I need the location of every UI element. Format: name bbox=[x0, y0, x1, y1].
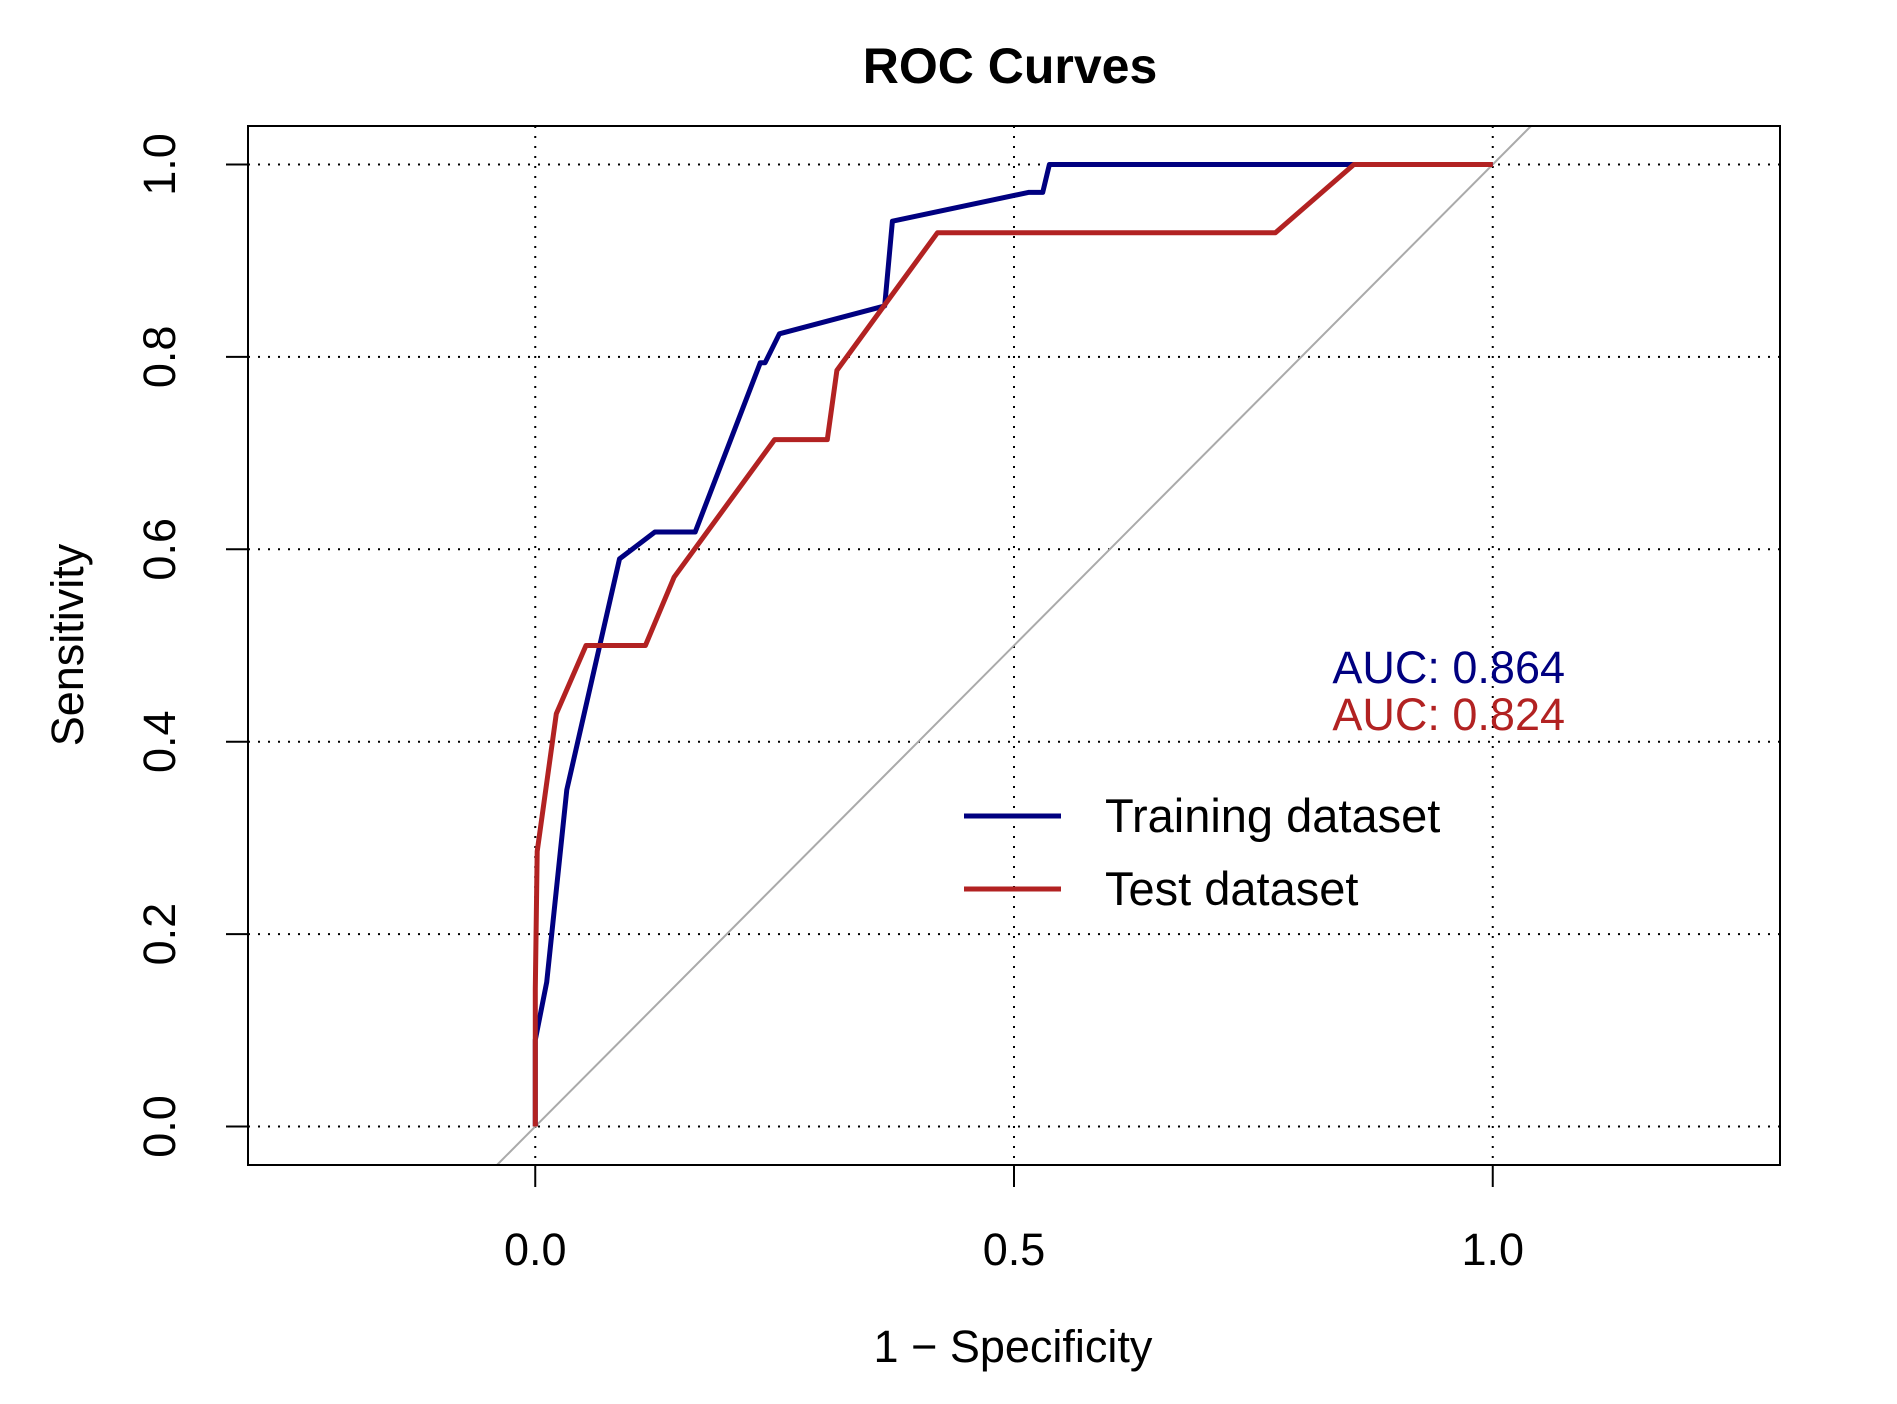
y-tick-label-0: 0.0 bbox=[134, 1095, 185, 1158]
auc-label-1: AUC: 0.824 bbox=[1332, 689, 1565, 740]
diagonal-reference bbox=[496, 125, 1532, 1166]
x-axis-label: 1 − Specificity bbox=[874, 1321, 1153, 1372]
series-group bbox=[532, 162, 1493, 1127]
x-tick-label-2: 1.0 bbox=[1461, 1224, 1524, 1275]
y-axis: 0.0 0.2 0.4 0.6 0.8 1.0 bbox=[134, 133, 249, 1158]
x-tick-label-1: 0.5 bbox=[983, 1224, 1046, 1275]
legend-label-1: Test dataset bbox=[1105, 862, 1358, 915]
y-tick-label-2: 0.4 bbox=[134, 710, 185, 773]
chart-title: ROC Curves bbox=[863, 38, 1158, 94]
y-tick-label-3: 0.6 bbox=[134, 518, 185, 581]
reference-line bbox=[496, 125, 1532, 1166]
legend-label-0: Training dataset bbox=[1105, 789, 1440, 842]
legend: Training dataset Test dataset bbox=[964, 789, 1440, 915]
y-tick-label-5: 1.0 bbox=[134, 133, 185, 196]
series-line-0 bbox=[532, 162, 1493, 1127]
y-tick-label-1: 0.2 bbox=[134, 903, 185, 966]
y-tick-label-4: 0.8 bbox=[134, 326, 185, 389]
y-axis-label: Sensitivity bbox=[42, 543, 93, 746]
x-tick-label-0: 0.0 bbox=[504, 1224, 567, 1275]
auc-label-0: AUC: 0.864 bbox=[1332, 642, 1565, 693]
series-line-1 bbox=[532, 162, 1493, 1127]
x-axis: 0.0 0.5 1.0 bbox=[504, 1164, 1524, 1275]
